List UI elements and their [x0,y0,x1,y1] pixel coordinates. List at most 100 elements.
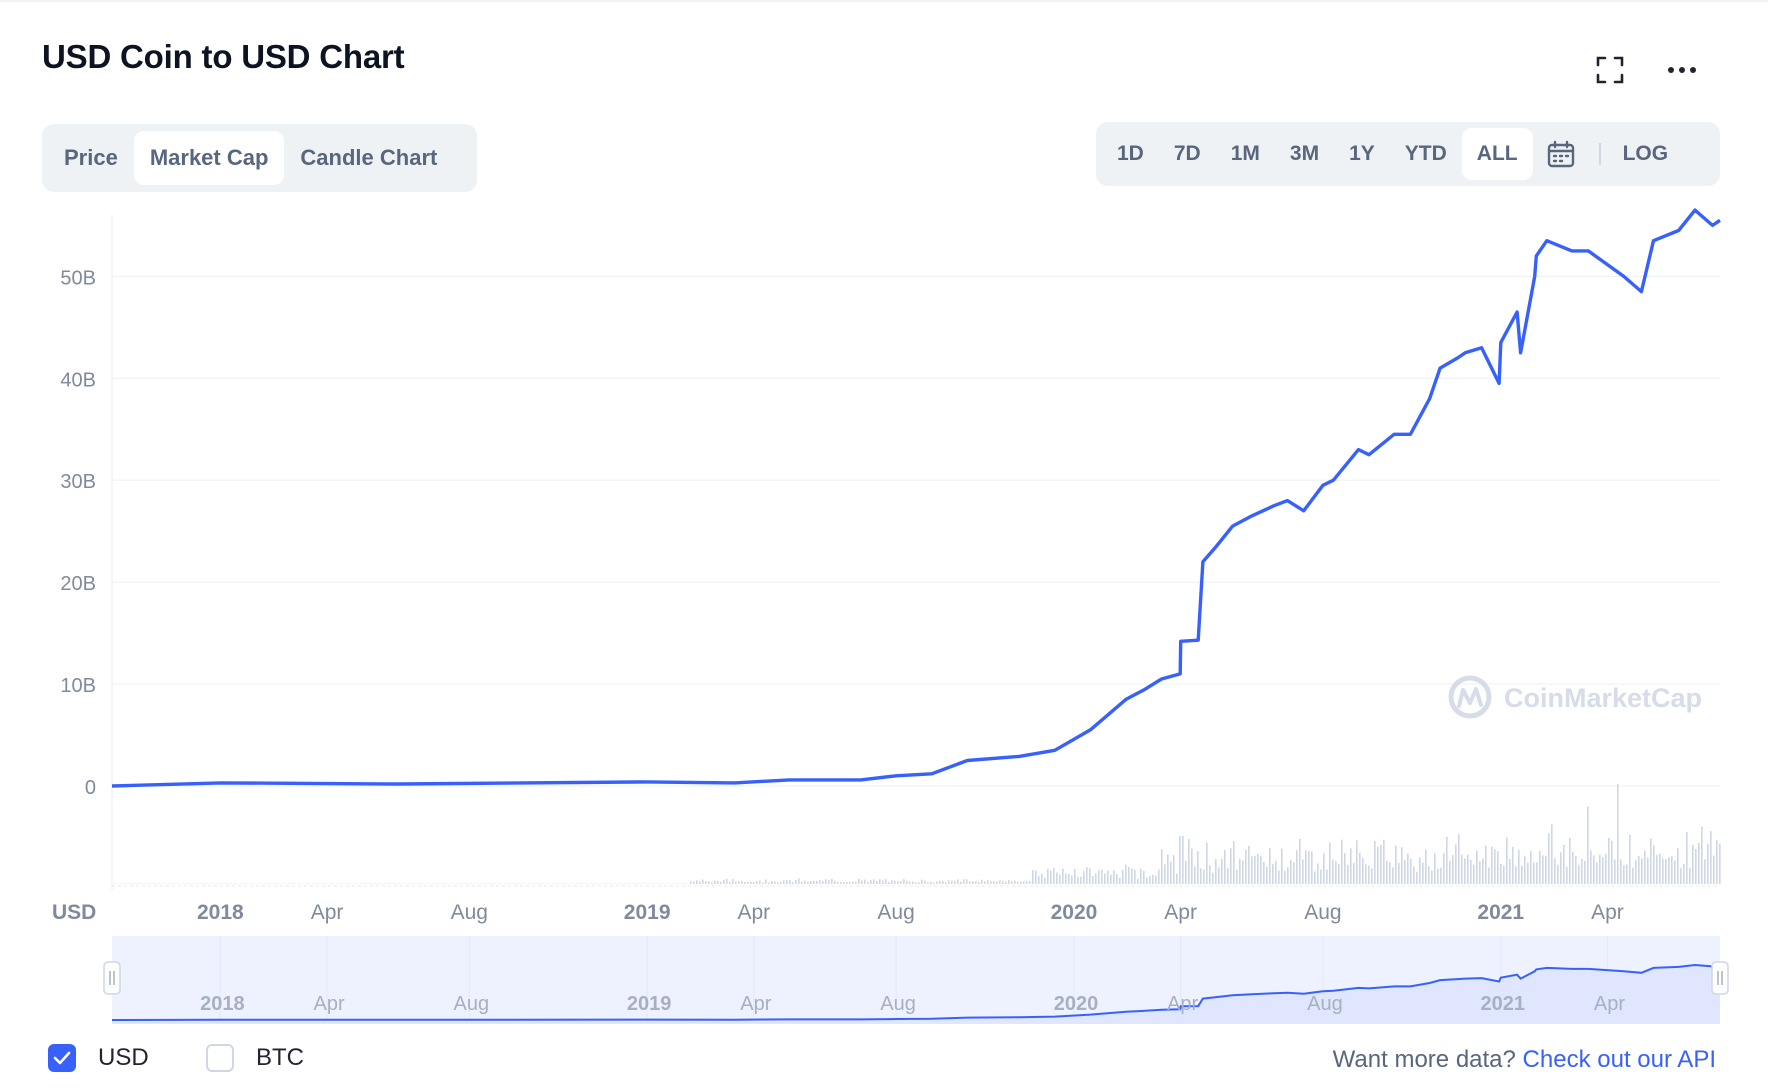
volume-bar [801,881,803,884]
tab-candle-chart[interactable]: Candle Chart [300,145,438,170]
volume-bar [1056,872,1058,884]
range-3m[interactable]: 3M [1289,142,1320,165]
volume-bar [1653,845,1655,884]
coinmarketcap-watermark: CoinMarketCap [1448,675,1702,719]
navigator-left-handle[interactable] [103,961,121,995]
api-prompt-text: Want more data? [1332,1046,1516,1073]
range-1y[interactable]: 1Y [1349,142,1375,165]
volume-bar [1710,831,1712,884]
volume-bar [1080,876,1082,884]
volume-bar [1560,852,1562,884]
volume-bar [1170,861,1172,884]
volume-bar [696,880,698,884]
volume-bar [189,883,191,884]
volume-bar [411,883,413,884]
volume-bar [1323,853,1325,884]
volume-bar [1284,870,1286,884]
volume-bar [1587,806,1589,884]
volume-bar [699,881,701,884]
volume-bar [1311,851,1313,884]
volume-bar [1545,855,1547,884]
tab-market-cap[interactable]: Market Cap [133,131,285,185]
api-link[interactable]: Check out our API [1522,1046,1716,1073]
volume-bar [393,883,395,884]
volume-bar [138,883,140,884]
volume-bar [885,879,887,884]
log-scale-toggle[interactable]: LOG [1622,142,1669,165]
volume-bar [702,879,704,884]
volume-bar [1416,871,1418,884]
range-ytd[interactable]: YTD [1404,142,1447,165]
volume-bar [492,883,494,884]
volume-bar [1716,840,1718,884]
volume-bar [1035,870,1037,884]
volume-bar [1149,876,1151,884]
legend-usd[interactable]: USD [48,1044,149,1072]
volume-bar [834,881,836,884]
volume-bar [1584,860,1586,884]
volume-bar [1413,866,1415,884]
navigator-tick-label: 2021 [1481,993,1526,1015]
volume-bar [1455,844,1457,884]
volume-bar [864,879,866,884]
navigator-tick-label: Apr [1167,993,1198,1015]
volume-bar [387,883,389,884]
volume-bar [1071,875,1073,884]
range-1m[interactable]: 1M [1230,142,1260,165]
volume-bar [1272,863,1274,884]
fullscreen-button[interactable] [1588,48,1632,92]
volume-bar [1437,868,1439,884]
volume-bar [765,879,767,884]
volume-bar [1146,877,1148,884]
volume-bar [1533,862,1535,884]
x-tick-label: 2018 [197,901,244,924]
volume-bar [1134,869,1136,884]
volume-bar [1425,849,1427,884]
volume-bar [519,883,521,884]
volume-bar [1038,876,1040,884]
volume-bar [1512,846,1514,884]
btc-checkbox[interactable] [206,1044,234,1072]
legend-btc-label: BTC [256,1044,304,1071]
volume-bar [1611,840,1613,884]
volume-bar [1431,870,1433,884]
volume-bar [1521,865,1523,884]
volume-bar [1410,858,1412,884]
volume-bar [1638,856,1640,884]
volume-bar [879,879,881,884]
volume-bar [1719,843,1721,884]
usd-checkbox[interactable] [48,1044,76,1072]
volume-bar [918,882,920,884]
volume-bar [1539,850,1541,884]
api-promo: Want more data? Check out our API [1333,1046,1716,1074]
range-7d[interactable]: 7D [1173,142,1201,165]
volume-bar [1509,858,1511,884]
volume-bar [1032,869,1034,884]
volume-bar [219,883,221,884]
volume-bar [1578,864,1580,884]
volume-bar [1428,866,1430,884]
more-options-button[interactable] [1660,48,1704,92]
range-1d[interactable]: 1D [1117,142,1144,165]
volume-bar [330,883,332,884]
volume-bar [981,879,983,884]
volume-bar [1464,858,1466,884]
legend-btc[interactable]: BTC [206,1044,304,1072]
navigator-right-handle[interactable] [1711,961,1729,995]
volume-bar [1191,848,1193,884]
volume-bar [420,883,422,884]
volume-bar [1503,865,1505,884]
volume-bar [1665,859,1667,884]
volume-bar [1182,836,1184,884]
volume-bar [1050,870,1052,884]
volume-bar [1077,877,1079,884]
date-picker-button[interactable] [1533,128,1589,180]
range-all[interactable]: ALL [1461,128,1533,180]
volume-bar [231,883,233,884]
tab-price[interactable]: Price [64,145,118,170]
volume-bar [813,880,815,884]
volume-bar [1281,848,1283,884]
volume-bar [1473,864,1475,884]
volume-bar [711,882,713,884]
volume-bar [693,881,695,884]
